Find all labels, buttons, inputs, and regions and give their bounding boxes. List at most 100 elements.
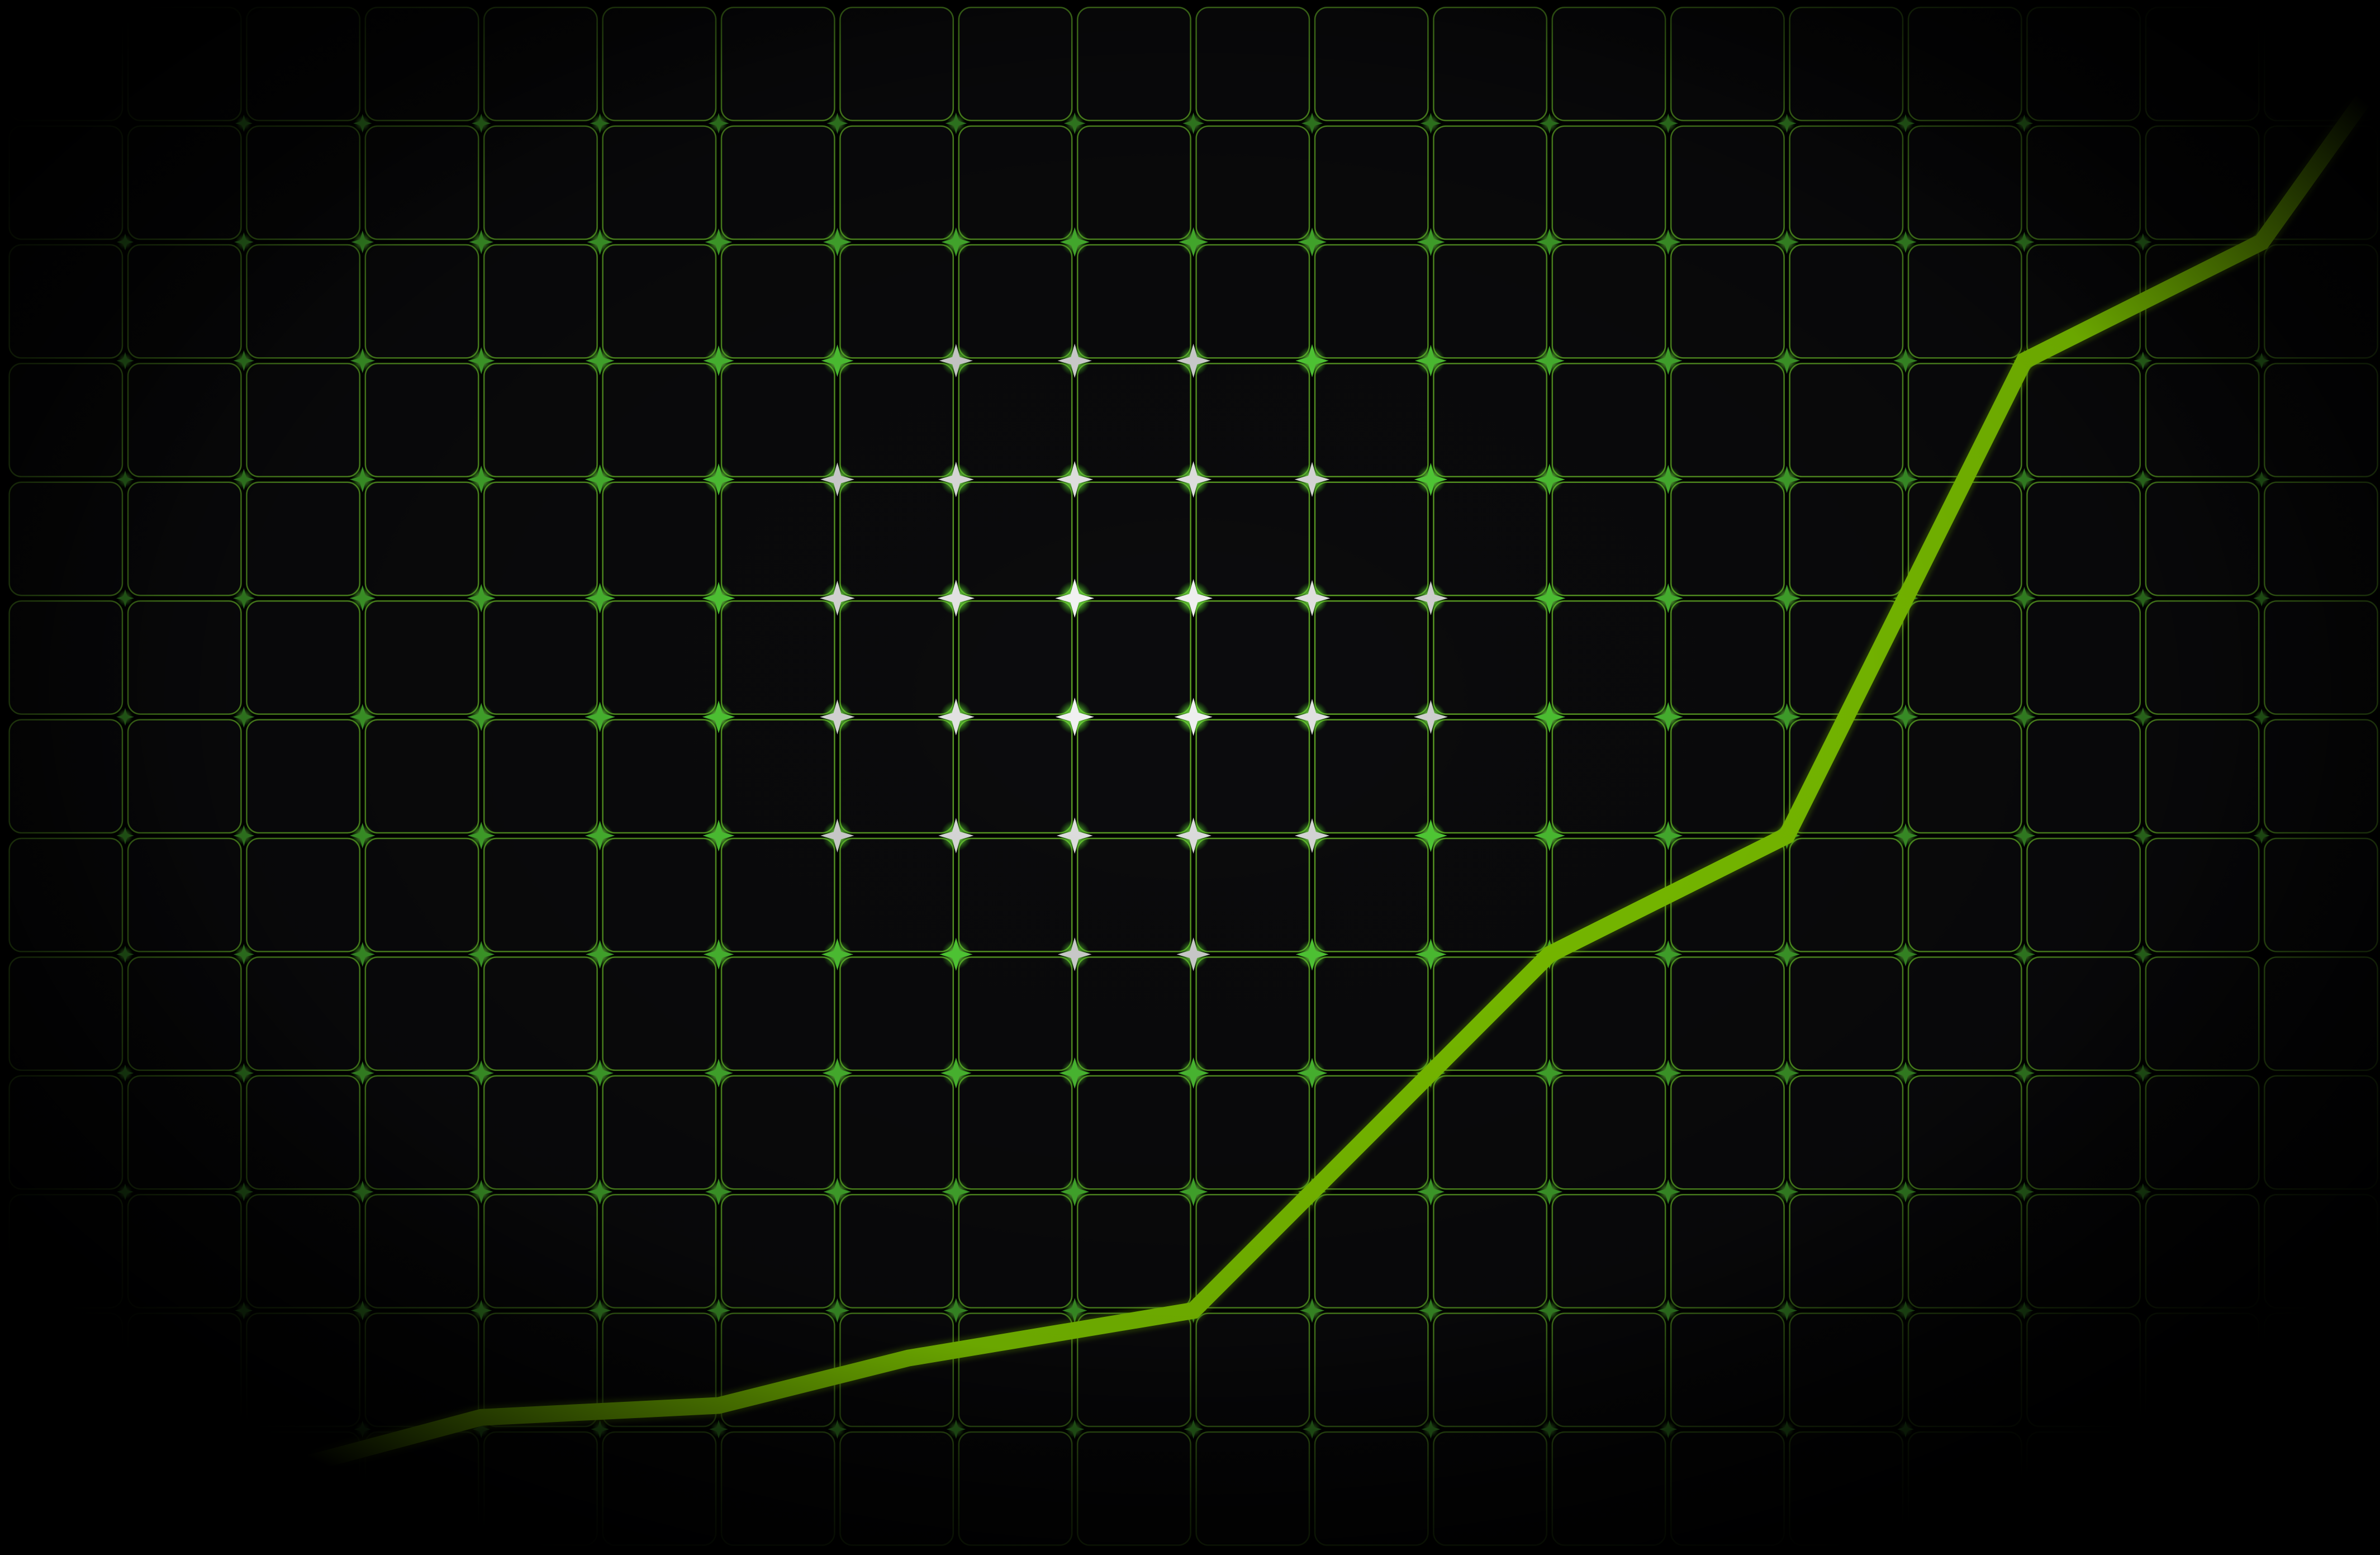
grid-cell — [1076, 956, 1191, 1072]
grid-cell — [2026, 1193, 2141, 1309]
grid-cell — [720, 837, 835, 952]
grid-cell — [1195, 481, 1310, 596]
data-point — [1787, 835, 1788, 836]
grid-cell — [1195, 125, 1310, 240]
grid-cell — [1433, 6, 1548, 121]
grid-cell — [1907, 1075, 2022, 1190]
grid-cell — [2026, 1312, 2141, 1428]
grid-cell — [1076, 837, 1191, 952]
grid-cell — [1551, 1075, 1666, 1190]
grid-cell — [1433, 1312, 1548, 1428]
grid-cell — [246, 600, 361, 715]
grid-cell — [1789, 1193, 1904, 1309]
grid-cell — [8, 244, 123, 359]
grid-cell — [8, 1431, 123, 1546]
grid-cell — [1907, 837, 2022, 952]
grid-cell — [2026, 363, 2141, 478]
grid-cell — [2026, 125, 2141, 240]
grid-cell — [8, 600, 123, 715]
grid-cell — [2145, 837, 2260, 952]
data-point — [125, 1512, 126, 1513]
grid-cell — [364, 6, 479, 121]
data-point — [908, 1358, 909, 1359]
grid-cell — [1789, 1312, 1904, 1428]
grid-cell — [483, 481, 598, 596]
data-point — [2023, 360, 2025, 361]
grid-cell — [1433, 1431, 1548, 1546]
grid-cell — [2263, 244, 2378, 359]
grid-cell — [483, 244, 598, 359]
grid-cell — [1670, 481, 1785, 596]
grid-cell — [602, 6, 717, 121]
grid-cell — [2263, 719, 2378, 834]
grid-cell — [1670, 600, 1785, 715]
grid-cell — [2145, 481, 2260, 596]
grid-cell — [483, 1193, 598, 1309]
grid-cell — [720, 6, 835, 121]
grid-cell — [839, 244, 954, 359]
grid-cell — [1551, 1193, 1666, 1309]
grid-cell — [2026, 1075, 2141, 1190]
grid-cell — [2263, 1075, 2378, 1190]
data-point — [481, 1417, 482, 1418]
grid-cell — [958, 363, 1073, 478]
grid-cell — [1789, 1075, 1904, 1190]
grid-cell — [720, 1193, 835, 1309]
grid-cell — [1433, 363, 1548, 478]
grid-cell — [1789, 6, 1904, 121]
grid-cell — [127, 956, 242, 1072]
grid-cell — [1195, 1075, 1310, 1190]
grid-cell — [1314, 837, 1429, 952]
grid-cell — [1314, 956, 1429, 1072]
grid-cell — [1551, 600, 1666, 715]
grid-cell — [602, 1193, 717, 1309]
grid-cell — [364, 363, 479, 478]
grid-cell — [2026, 6, 2141, 121]
grid-cell — [2145, 719, 2260, 834]
grid-cell — [1314, 600, 1429, 715]
grid-cell — [1195, 600, 1310, 715]
grid-cell — [602, 837, 717, 952]
grid-cell — [839, 6, 954, 121]
grid-cell — [1195, 363, 1310, 478]
grid-cell — [1670, 125, 1785, 240]
grid-cell — [1314, 125, 1429, 240]
grid-cell — [1314, 1431, 1429, 1546]
grid-cell — [1907, 6, 2022, 121]
grid-cell — [1670, 1193, 1785, 1309]
grid-cell — [1076, 6, 1191, 121]
grid-cell — [1195, 1431, 1310, 1546]
grid-cell — [602, 481, 717, 596]
grid-cell — [2026, 719, 2141, 834]
grid-cell — [1314, 1312, 1429, 1428]
grid-cell — [246, 244, 361, 359]
grid-cell — [958, 1193, 1073, 1309]
grid-cell — [1789, 1431, 1904, 1546]
grid-cell — [1076, 1075, 1191, 1190]
grid-cell — [1433, 125, 1548, 240]
grid-cell — [364, 1075, 479, 1190]
grid-cell — [720, 481, 835, 596]
grid-cell — [483, 6, 598, 121]
grid-cell — [364, 1193, 479, 1309]
grid-cell — [839, 600, 954, 715]
grid-cell — [2145, 1193, 2260, 1309]
grid-cell — [2263, 1312, 2378, 1428]
grid-cell — [1076, 1193, 1191, 1309]
grid-cell — [364, 244, 479, 359]
grid-cell — [1670, 956, 1785, 1072]
grid-cell — [1789, 244, 1904, 359]
grid-cell — [2263, 1193, 2378, 1309]
grid-cell — [2145, 1312, 2260, 1428]
grid-cell — [1907, 125, 2022, 240]
grid-cell — [1076, 719, 1191, 834]
grid-cell — [8, 1312, 123, 1428]
grid-cell — [720, 719, 835, 834]
grid-cell — [839, 481, 954, 596]
grid-cell — [839, 1431, 954, 1546]
grid-cell — [246, 6, 361, 121]
grid-cell — [246, 956, 361, 1072]
grid-cell — [246, 1312, 361, 1428]
grid-cell — [246, 837, 361, 952]
grid-cell — [127, 600, 242, 715]
